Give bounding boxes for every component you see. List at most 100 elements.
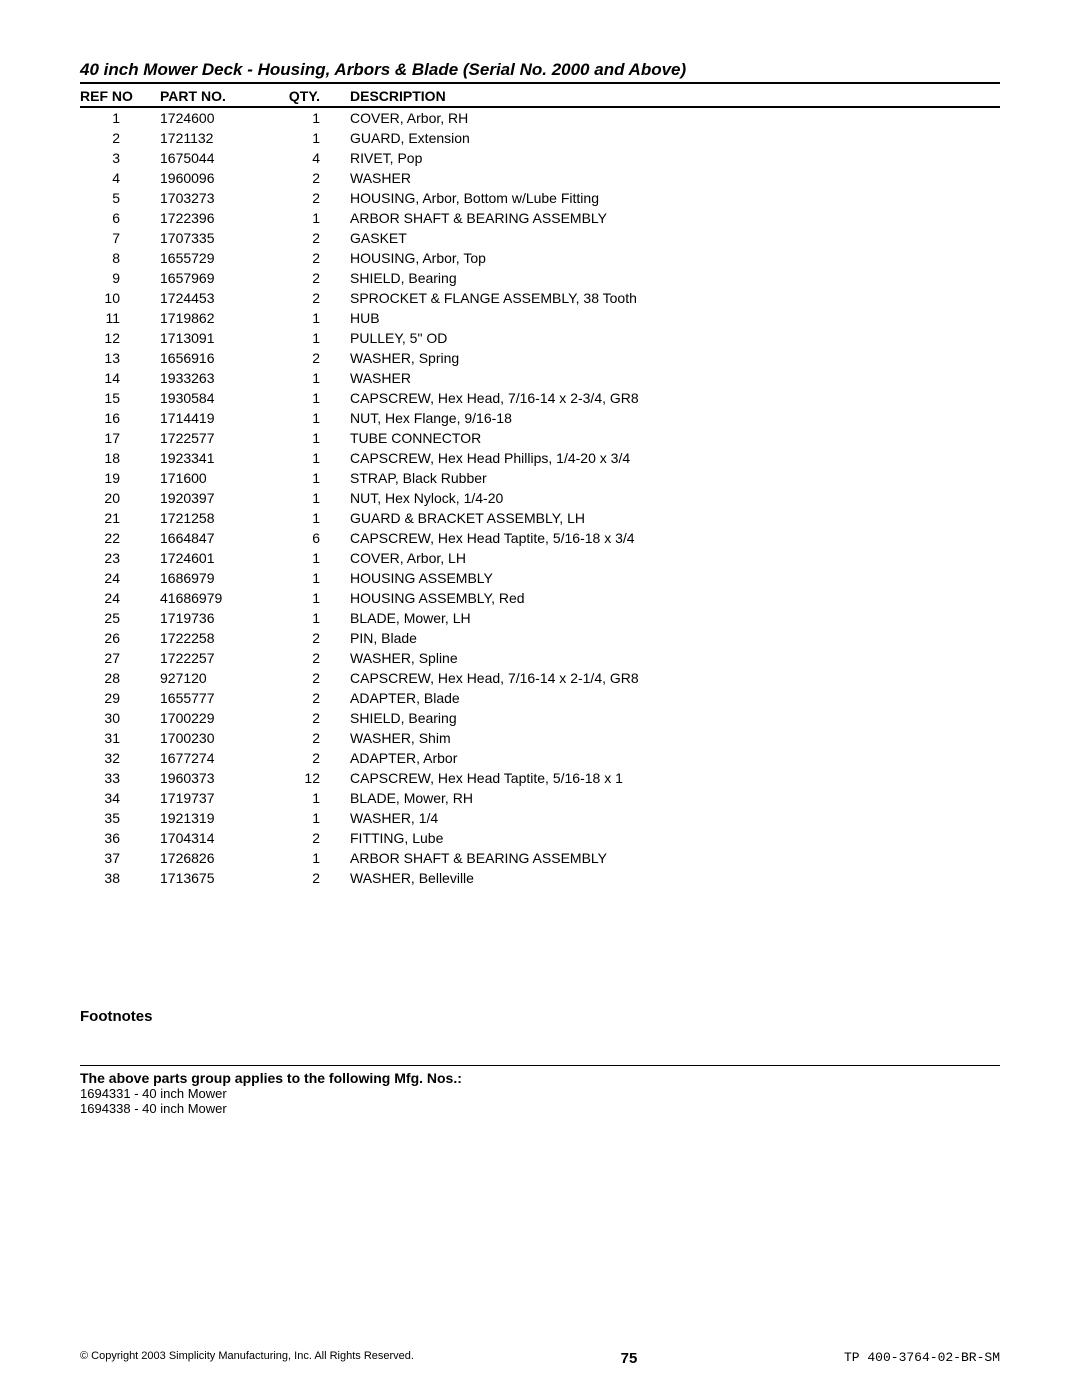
cell-part: 1921319 — [160, 808, 270, 828]
cell-desc: HOUSING ASSEMBLY — [350, 568, 1000, 588]
cell-qty: 2 — [270, 648, 350, 668]
cell-desc: CAPSCREW, Hex Head Phillips, 1/4-20 x 3/… — [350, 448, 1000, 468]
cell-qty: 2 — [270, 188, 350, 208]
cell-qty: 2 — [270, 748, 350, 768]
cell-desc: GUARD & BRACKET ASSEMBLY, LH — [350, 508, 1000, 528]
cell-part: 1721132 — [160, 128, 270, 148]
page: 40 inch Mower Deck - Housing, Arbors & B… — [0, 0, 1080, 1397]
cell-ref: 19 — [80, 468, 160, 488]
cell-ref: 35 — [80, 808, 160, 828]
mfg-line: 1694331 - 40 inch Mower — [80, 1086, 1000, 1101]
cell-ref: 25 — [80, 608, 160, 628]
table-row: 3519213191WASHER, 1/4 — [80, 808, 1000, 828]
cell-ref: 31 — [80, 728, 160, 748]
table-header-row: REF NO PART NO. QTY. DESCRIPTION — [80, 86, 1000, 107]
cell-ref: 38 — [80, 868, 160, 888]
table-row: 2517197361BLADE, Mower, LH — [80, 608, 1000, 628]
table-row: 1217130911PULLEY, 5" OD — [80, 328, 1000, 348]
cell-ref: 27 — [80, 648, 160, 668]
cell-desc: WASHER — [350, 168, 1000, 188]
cell-part: 1686979 — [160, 568, 270, 588]
cell-desc: CAPSCREW, Hex Head, 7/16-14 x 2-3/4, GR8 — [350, 388, 1000, 408]
cell-qty: 6 — [270, 528, 350, 548]
cell-qty: 1 — [270, 548, 350, 568]
cell-ref: 13 — [80, 348, 160, 368]
cell-desc: WASHER, Spring — [350, 348, 1000, 368]
cell-ref: 12 — [80, 328, 160, 348]
cell-qty: 1 — [270, 128, 350, 148]
cell-qty: 1 — [270, 848, 350, 868]
divider — [80, 1065, 1000, 1066]
cell-part: 1722577 — [160, 428, 270, 448]
table-row: 916579692SHIELD, Bearing — [80, 268, 1000, 288]
table-row: 3117002302WASHER, Shim — [80, 728, 1000, 748]
table-row: 3216772742ADAPTER, Arbor — [80, 748, 1000, 768]
cell-desc: SHIELD, Bearing — [350, 708, 1000, 728]
cell-ref: 17 — [80, 428, 160, 448]
cell-desc: HOUSING ASSEMBLY, Red — [350, 588, 1000, 608]
table-row: 617223961ARBOR SHAFT & BEARING ASSEMBLY — [80, 208, 1000, 228]
cell-ref: 15 — [80, 388, 160, 408]
cell-qty: 1 — [270, 368, 350, 388]
cell-ref: 32 — [80, 748, 160, 768]
table-row: 316750444RIVET, Pop — [80, 148, 1000, 168]
cell-qty: 1 — [270, 308, 350, 328]
table-row: 2617222582PIN, Blade — [80, 628, 1000, 648]
cell-desc: ADAPTER, Blade — [350, 688, 1000, 708]
table-row: 1117198621HUB — [80, 308, 1000, 328]
cell-part: 1675044 — [160, 148, 270, 168]
cell-part: 1714419 — [160, 408, 270, 428]
cell-qty: 1 — [270, 568, 350, 588]
parts-table: REF NO PART NO. QTY. DESCRIPTION 1172460… — [80, 86, 1000, 888]
cell-ref: 7 — [80, 228, 160, 248]
cell-ref: 36 — [80, 828, 160, 848]
table-row: 2216648476CAPSCREW, Hex Head Taptite, 5/… — [80, 528, 1000, 548]
cell-part: 1719737 — [160, 788, 270, 808]
cell-ref: 6 — [80, 208, 160, 228]
cell-desc: WASHER, 1/4 — [350, 808, 1000, 828]
table-row: 517032732HOUSING, Arbor, Bottom w/Lube F… — [80, 188, 1000, 208]
mfg-line: 1694338 - 40 inch Mower — [80, 1101, 1000, 1116]
cell-ref: 11 — [80, 308, 160, 328]
cell-ref: 4 — [80, 168, 160, 188]
cell-ref: 30 — [80, 708, 160, 728]
table-row: 1617144191NUT, Hex Flange, 9/16-18 — [80, 408, 1000, 428]
cell-ref: 26 — [80, 628, 160, 648]
header-ref: REF NO — [80, 86, 160, 107]
cell-part: 1960373 — [160, 768, 270, 788]
cell-ref: 24 — [80, 568, 160, 588]
mfg-list: 1694331 - 40 inch Mower1694338 - 40 inch… — [80, 1086, 1000, 1116]
cell-qty: 1 — [270, 788, 350, 808]
table-row: 3017002292SHIELD, Bearing — [80, 708, 1000, 728]
cell-part: 1713091 — [160, 328, 270, 348]
table-row: 717073352GASKET — [80, 228, 1000, 248]
cell-part: 1719736 — [160, 608, 270, 628]
page-title: 40 inch Mower Deck - Housing, Arbors & B… — [80, 60, 1000, 84]
table-row: 1316569162WASHER, Spring — [80, 348, 1000, 368]
cell-desc: BLADE, Mower, LH — [350, 608, 1000, 628]
cell-part: 1700229 — [160, 708, 270, 728]
cell-qty: 4 — [270, 148, 350, 168]
cell-desc: COVER, Arbor, LH — [350, 548, 1000, 568]
cell-ref: 21 — [80, 508, 160, 528]
table-row: 1819233411CAPSCREW, Hex Head Phillips, 1… — [80, 448, 1000, 468]
cell-desc: GUARD, Extension — [350, 128, 1000, 148]
cell-desc: WASHER — [350, 368, 1000, 388]
cell-part: 1724600 — [160, 107, 270, 128]
cell-part: 1722257 — [160, 648, 270, 668]
cell-ref: 3 — [80, 148, 160, 168]
cell-part: 41686979 — [160, 588, 270, 608]
cell-ref: 9 — [80, 268, 160, 288]
cell-qty: 2 — [270, 628, 350, 648]
table-row: 419600962WASHER — [80, 168, 1000, 188]
cell-qty: 1 — [270, 388, 350, 408]
cell-part: 1677274 — [160, 748, 270, 768]
cell-qty: 2 — [270, 868, 350, 888]
cell-desc: CAPSCREW, Hex Head, 7/16-14 x 2-1/4, GR8 — [350, 668, 1000, 688]
cell-qty: 2 — [270, 828, 350, 848]
cell-part: 1726826 — [160, 848, 270, 868]
cell-part: 1707335 — [160, 228, 270, 248]
table-row: 117246001COVER, Arbor, RH — [80, 107, 1000, 128]
footer: © Copyright 2003 Simplicity Manufacturin… — [80, 1350, 1000, 1367]
cell-qty: 1 — [270, 488, 350, 508]
